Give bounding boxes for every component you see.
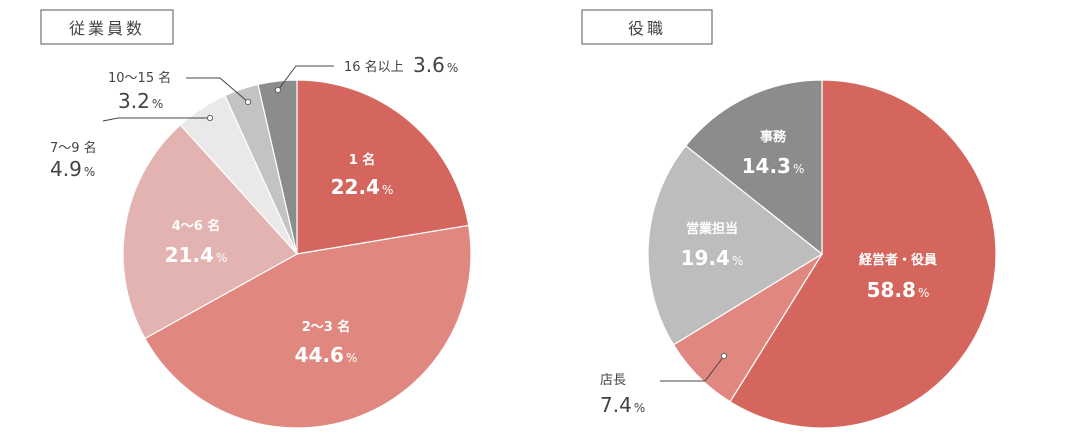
pie-slice-1 [144, 224, 472, 429]
employee-count-title: 従業員数 [69, 19, 145, 38]
position-pie [647, 79, 997, 429]
leader-line-5 [277, 65, 334, 91]
slice-value-2: 21.4% [165, 243, 228, 267]
slice-label-1: 2〜3 名 [302, 319, 351, 335]
slice-label-0: 1 名 [349, 152, 376, 168]
pie-slice-0 [729, 79, 997, 429]
employee-count-pie [122, 79, 472, 429]
slice-label-3: 事務 [760, 129, 787, 145]
position-labels: 経営者・役員 58.8 % 店長 7.4 % 営業担当 19.4 % 事務 14.3% [600, 129, 937, 417]
slice-value-0: 58.8% [867, 278, 930, 302]
slice-label-2: 4〜6 名 [172, 218, 221, 234]
slice-value-2: 19.4% [681, 246, 744, 270]
leader-dot-5 [274, 86, 282, 94]
slice-value-3: 14.3% [742, 154, 805, 178]
pie-slice-5 [257, 79, 298, 255]
position-title: 役職 [628, 19, 666, 38]
slice-label-5: 16 名以上 [344, 59, 404, 75]
position-title-box: 役職 [581, 9, 713, 45]
pie-slice-2 [647, 144, 824, 346]
slice-label-2: 営業担当 [686, 221, 738, 237]
slice-value-3: 4.9% [50, 157, 95, 181]
slice-value-0: 22.4% [331, 175, 394, 199]
leader-line-4 [186, 77, 249, 103]
slice-value-1: 44.6% [295, 343, 358, 367]
slice-value-4: 3.2% [118, 89, 163, 113]
leader-line-1 [660, 355, 725, 382]
employee-count-labels: 1 名 22.4 % 2〜3 名 44.6 % 4〜6 名 21.4 % 7〜9 名4.9 % 10〜… [50, 53, 458, 367]
employee-count-title-box: 従業員数 [40, 9, 174, 45]
slice-value-5: 3.6% [413, 53, 458, 77]
leader-dot-1 [720, 352, 728, 360]
leader-line-3 [102, 117, 210, 122]
slice-label-3: 7〜9 名 [50, 140, 97, 156]
pie-slice-0 [296, 79, 470, 255]
leader-dot-3 [206, 114, 214, 122]
pie-slice-3 [684, 79, 823, 256]
slice-label-0: 経営者・役員 [859, 252, 937, 268]
slice-value-1: 7.4% [600, 393, 645, 417]
leader-dot-4 [244, 98, 252, 106]
pie-slice-2 [122, 124, 298, 340]
slice-label-1: 店長 [600, 373, 626, 388]
slice-label-4: 10〜15 名 [108, 70, 171, 86]
